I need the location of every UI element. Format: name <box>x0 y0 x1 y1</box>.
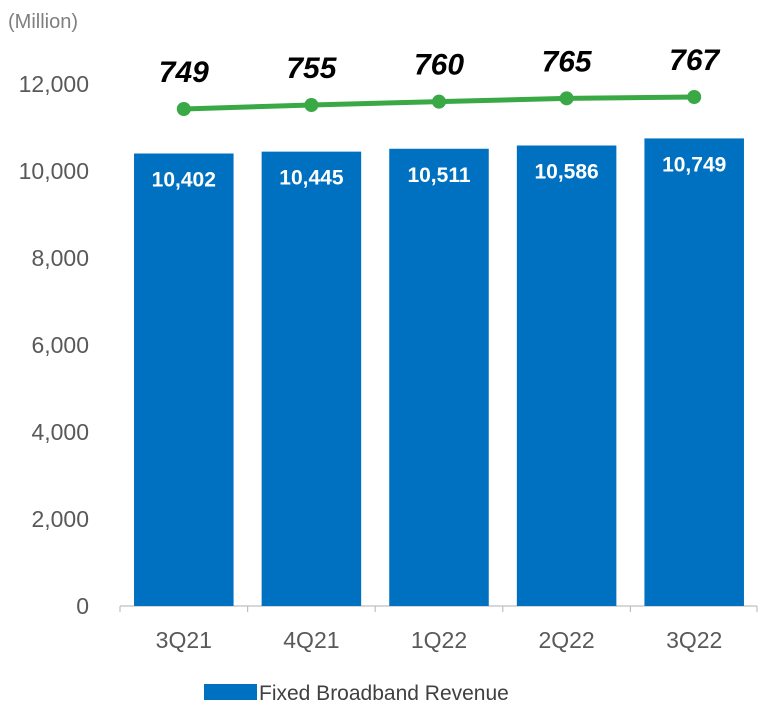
unit-label: (Million) <box>8 11 78 33</box>
legend-swatch-fixed-broadband-revenue <box>204 684 257 700</box>
line-point-1q22 <box>432 94 446 109</box>
line-point-3q22 <box>687 90 702 104</box>
line-series: 749 755 760 765 767 <box>159 44 721 116</box>
line-point-2q22 <box>559 91 574 106</box>
bar-1q22 <box>389 148 489 607</box>
x-tick-label: 1Q22 <box>411 627 467 653</box>
bar-value-label: 10,445 <box>279 167 344 190</box>
x-tick-label: 3Q21 <box>156 627 212 653</box>
y-axis: 0 2,000 4,000 6,000 8,000 10,000 12,000 <box>19 71 89 619</box>
y-tick-label: 0 <box>76 593 89 619</box>
bar-value-label: 10,511 <box>407 164 470 187</box>
x-tick-label: 2Q22 <box>538 627 594 653</box>
bar-value-label: 10,586 <box>534 161 598 184</box>
y-tick-label: 12,000 <box>19 71 89 97</box>
x-tick-label: 4Q21 <box>283 627 339 653</box>
legend-label-fixed-broadband-revenue: Fixed Broadband Revenue <box>259 682 509 705</box>
bar-value-label: 10,402 <box>152 169 216 192</box>
bar-3q21 <box>134 153 234 606</box>
line-point-3q21 <box>176 102 191 116</box>
y-tick-label: 4,000 <box>31 419 89 445</box>
x-axis: 3Q21 4Q21 1Q22 2Q22 3Q22 <box>119 605 758 653</box>
line-value-label: 760 <box>414 49 464 82</box>
y-tick-label: 8,000 <box>31 245 89 271</box>
x-tick-label: 3Q22 <box>666 627 722 653</box>
y-tick-label: 10,000 <box>19 158 89 184</box>
bar-2q22 <box>516 145 617 606</box>
bar-value-label: 10,749 <box>662 153 726 176</box>
legend: Fixed Broadband Revenue <box>204 682 509 705</box>
line-value-label: 749 <box>159 56 209 89</box>
bar-3q22 <box>644 138 744 606</box>
line-value-label: 755 <box>286 52 337 85</box>
line-value-label: 765 <box>542 45 593 78</box>
line-value-label: 767 <box>669 44 720 77</box>
bar-series: 10,402 10,445 10,511 10,586 10,749 <box>134 138 744 607</box>
line-point-4q21 <box>304 98 319 112</box>
y-tick-label: 6,000 <box>31 332 89 358</box>
bar-4q21 <box>261 151 362 606</box>
y-tick-label: 2,000 <box>31 506 89 532</box>
